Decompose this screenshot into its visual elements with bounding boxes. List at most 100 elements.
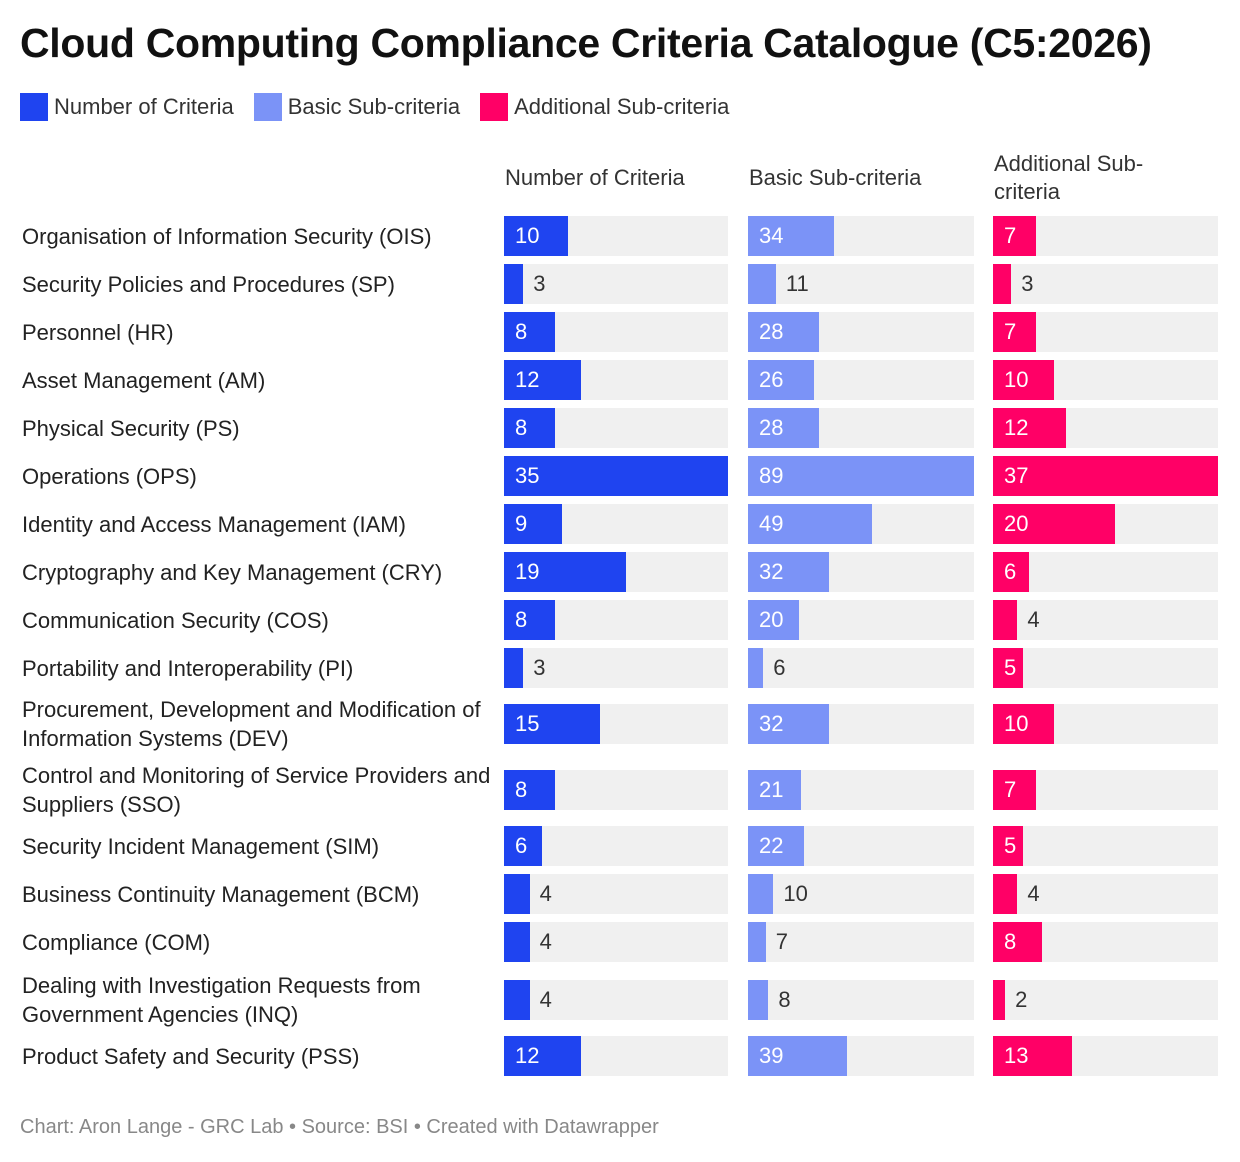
bar-track-additional: 10 [993, 704, 1218, 744]
bar-track-criteria: 8 [504, 408, 728, 448]
value-label-additional: 20 [1004, 511, 1029, 536]
legend-swatch-additional [480, 93, 509, 121]
bar-basic [748, 456, 974, 496]
value-label-basic: 49 [759, 511, 784, 536]
bar-track-additional: 37 [993, 456, 1218, 496]
bar-criteria [504, 408, 556, 448]
category-label: Dealing with Investigation Requests from… [22, 973, 421, 1027]
bar-track-basic: 34 [748, 216, 974, 256]
value-label-additional: 7 [1004, 777, 1017, 802]
bar-track-basic: 32 [748, 704, 974, 744]
value-label-criteria: 4 [539, 987, 552, 1012]
value-label-criteria: 3 [533, 655, 546, 680]
bar-track-additional: 3 [993, 264, 1218, 304]
value-label-basic: 39 [759, 1043, 784, 1068]
category-label: Product Safety and Security (PSS) [22, 1043, 360, 1069]
bar-track-basic: 39 [748, 1036, 974, 1076]
bar-criteria [504, 826, 543, 866]
bar-track-basic: 89 [748, 456, 974, 496]
value-label-criteria: 8 [515, 415, 528, 440]
value-label-criteria: 8 [515, 607, 528, 632]
bar-track-basic: 28 [748, 408, 974, 448]
category-label: Procurement, Development and Modificatio… [22, 697, 481, 751]
bar-track-additional: 5 [993, 648, 1218, 688]
value-label-additional: 4 [1027, 607, 1040, 632]
bar-basic [748, 264, 776, 304]
bar-basic [748, 980, 769, 1020]
value-label-basic: 10 [783, 881, 808, 906]
value-label-basic: 7 [775, 929, 789, 954]
value-label-basic: 34 [759, 223, 784, 248]
value-label-basic: 32 [759, 559, 784, 584]
value-label-criteria: 12 [515, 367, 540, 392]
bar-track-criteria: 19 [504, 552, 728, 592]
value-label-criteria: 4 [539, 881, 552, 906]
bar-additional [993, 360, 1054, 400]
bar-criteria [504, 312, 556, 352]
value-label-criteria: 35 [515, 463, 540, 488]
value-label-criteria: 4 [539, 929, 552, 954]
bar-track-criteria: 4 [504, 980, 728, 1020]
bar-criteria [504, 648, 524, 688]
bar-additional [993, 312, 1036, 352]
bar-track-criteria: 10 [504, 216, 728, 256]
bar-track-criteria: 8 [504, 312, 728, 352]
bar-additional [993, 1036, 1073, 1076]
category-label: Organisation of Information Security (OI… [22, 223, 432, 249]
value-label-additional: 6 [1004, 559, 1017, 584]
category-label: Control and Monitoring of Service Provid… [22, 763, 491, 817]
bar-basic [748, 600, 799, 640]
bar-additional [993, 456, 1218, 496]
value-label-basic: 11 [785, 271, 809, 296]
bar-criteria [504, 456, 728, 496]
bar-additional [993, 922, 1042, 962]
value-label-criteria: 15 [515, 711, 540, 736]
bar-criteria [504, 980, 530, 1020]
bar-basic [748, 360, 815, 400]
chart-footer: Chart: Aron Lange - GRC Lab • Source: BS… [20, 1116, 659, 1138]
legend-item-additional: Additional Sub-criteria [480, 93, 729, 121]
bar-criteria [504, 874, 530, 914]
bar-track-additional: 7 [993, 216, 1218, 256]
value-label-additional: 37 [1004, 463, 1029, 488]
bar-additional [993, 408, 1066, 448]
category-label: Personnel (HR) [22, 319, 174, 345]
value-label-additional: 12 [1004, 415, 1029, 440]
category-label: Security Policies and Procedures (SP) [22, 271, 395, 297]
bar-basic [748, 826, 804, 866]
bar-basic [748, 504, 873, 544]
value-label-basic: 8 [778, 987, 791, 1012]
value-label-criteria: 19 [515, 559, 540, 584]
bar-additional [993, 504, 1115, 544]
legend-item-basic: Basic Sub-criteria [253, 93, 461, 121]
bar-basic [748, 648, 764, 688]
value-label-criteria: 8 [515, 319, 528, 344]
value-label-basic: 22 [759, 833, 784, 858]
category-label: Operations (OPS) [22, 463, 197, 489]
value-label-criteria: 10 [515, 223, 540, 248]
bar-track-additional: 8 [993, 922, 1218, 962]
value-label-basic: 6 [773, 655, 786, 680]
value-label-criteria: 6 [515, 833, 528, 858]
value-label-additional: 7 [1004, 319, 1017, 344]
category-label: Security Incident Management (SIM) [22, 833, 380, 859]
bar-track-additional: 2 [993, 980, 1218, 1020]
bar-additional [993, 600, 1018, 640]
value-label-additional: 5 [1004, 833, 1017, 858]
bar-criteria [504, 600, 556, 640]
bar-track-criteria: 35 [504, 456, 728, 496]
legend-label-criteria: Number of Criteria [54, 94, 234, 119]
bar-basic [748, 312, 820, 352]
value-label-basic: 89 [759, 463, 784, 488]
bar-basic [748, 552, 830, 592]
bar-track-additional: 5 [993, 826, 1218, 866]
bar-track-additional: 4 [993, 874, 1218, 914]
value-label-additional: 3 [1021, 271, 1034, 296]
bar-additional [993, 264, 1012, 304]
bar-track-basic: 28 [748, 312, 974, 352]
chart-title: Cloud Computing Compliance Criteria Cata… [20, 20, 1152, 66]
legend-label-basic: Basic Sub-criteria [287, 94, 461, 119]
bar-track-criteria: 6 [504, 826, 728, 866]
bar-criteria [504, 552, 626, 592]
bar-basic [748, 922, 766, 962]
